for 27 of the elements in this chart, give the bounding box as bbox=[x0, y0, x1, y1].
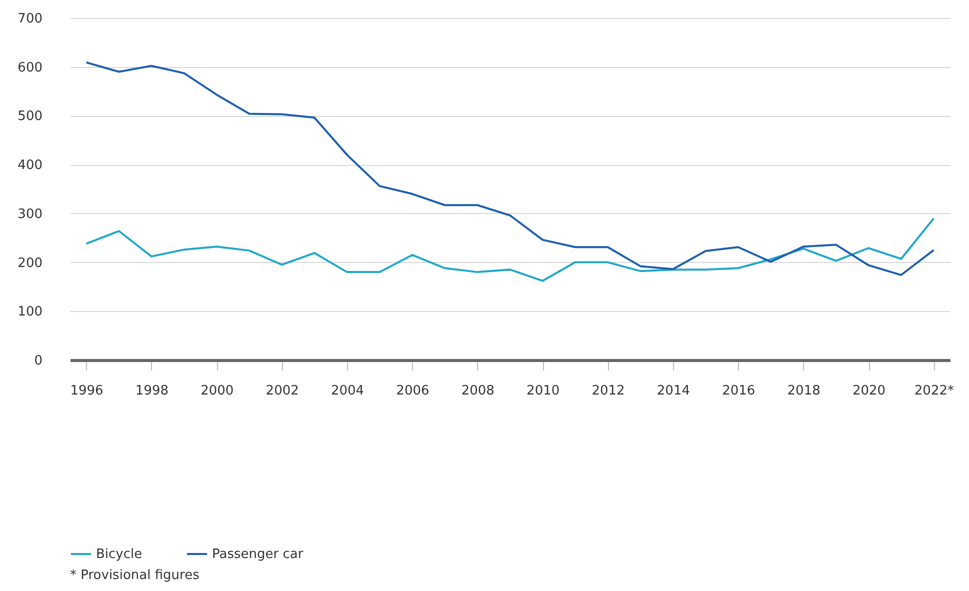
y-tick-label: 200 bbox=[18, 256, 42, 271]
legend-label: Bicycle bbox=[96, 547, 142, 562]
y-tick-label: 700 bbox=[18, 12, 42, 26]
y-tick-label: 500 bbox=[18, 109, 42, 124]
line-series bbox=[85, 61, 935, 276]
x-tick-label: 2004 bbox=[330, 384, 364, 398]
x-tick-label: 2016 bbox=[722, 384, 756, 398]
legend-label: Passenger car bbox=[212, 547, 304, 562]
x-tick-label: 2006 bbox=[396, 384, 430, 398]
x-tick-label: 2008 bbox=[461, 384, 494, 398]
x-tick-label: 1996 bbox=[70, 384, 104, 398]
x-tick-label: 2022* bbox=[914, 384, 954, 398]
y-tick-label: 100 bbox=[18, 304, 42, 320]
y-tick-label: 400 bbox=[18, 158, 42, 174]
text: * Provisional figures bbox=[70, 568, 200, 583]
y-tick-label: 0 bbox=[34, 354, 42, 368]
x-tick-label: 2020 bbox=[852, 384, 886, 398]
x-tick-label: 2018 bbox=[787, 384, 820, 398]
x-tick-label: 2010 bbox=[526, 384, 560, 398]
x-tick-label: 2000 bbox=[200, 384, 234, 398]
y-tick-label: 600 bbox=[18, 60, 42, 76]
x-tick-label: 1998 bbox=[135, 384, 169, 398]
x-tick-label: 2002 bbox=[266, 384, 299, 398]
x-tick-label: 2014 bbox=[656, 384, 690, 398]
y-tick-label: 300 bbox=[18, 206, 42, 222]
line-series bbox=[85, 217, 935, 282]
x-tick-label: 2012 bbox=[592, 384, 625, 398]
